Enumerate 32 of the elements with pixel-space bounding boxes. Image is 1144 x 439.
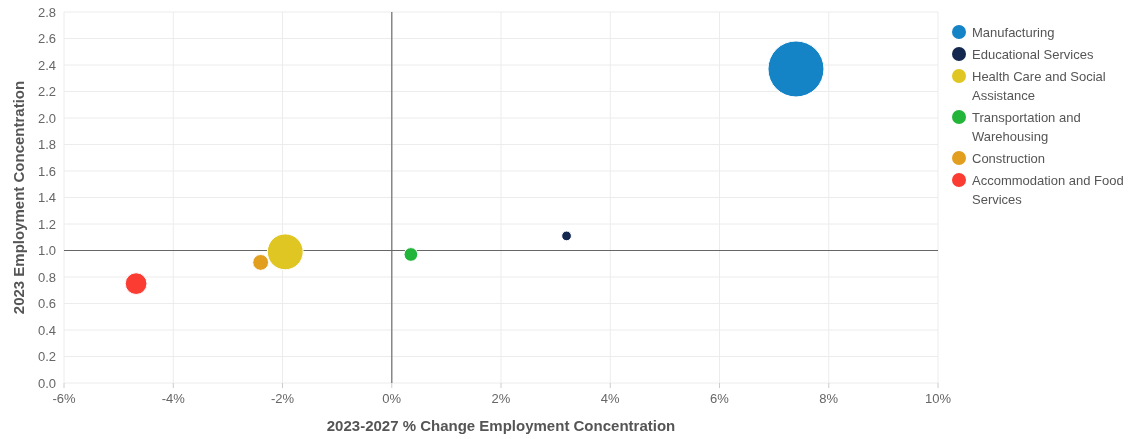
y-tick-label: 1.8 [37,137,56,153]
legend-label: Accommodation and Food Services [972,172,1124,207]
x-tick-label: 8% [819,391,839,406]
y-axis-title: 2023 Employment Concentration [10,80,27,315]
legend-label: Educational Services [972,46,1094,62]
y-tick-label: 2.4 [37,57,56,73]
y-tick-label: 1.2 [37,216,56,232]
legend-label: Construction [972,150,1045,166]
x-tick-label: 4% [600,391,621,406]
y-tick-label: 2.0 [37,110,56,126]
y-tick-label: 0.2 [37,349,56,365]
y-tick-label: 0.6 [37,296,56,312]
y-tick-label: 1.0 [37,243,56,259]
y-tick-label: 2.2 [37,84,56,100]
y-tick-label: 2.8 [37,4,56,20]
y-tick-label: 0.8 [37,269,56,285]
x-tick-label: 10% [924,391,952,406]
y-tick-label: 1.6 [37,163,56,179]
legend-label: Manufacturing [972,24,1055,40]
y-tick-label: 0.4 [37,322,56,338]
x-tick-label: -2% [270,391,295,406]
x-tick-label: -6% [52,391,76,406]
y-tick-label: 2.6 [37,31,56,47]
y-tick-label: 0.0 [37,375,56,391]
legend-label: Health Care and Social Assistance [972,68,1106,103]
x-axis-title: 2023-2027 % Change Employment Concentration [326,417,676,434]
y-tick-label: 1.4 [37,190,56,206]
x-tick-label: 6% [710,391,730,406]
legend-label: Transportation and Warehousing [972,109,1081,144]
x-tick-label: -4% [161,391,186,406]
x-tick-label: 2% [491,391,511,406]
x-tick-label: 0% [382,391,402,406]
